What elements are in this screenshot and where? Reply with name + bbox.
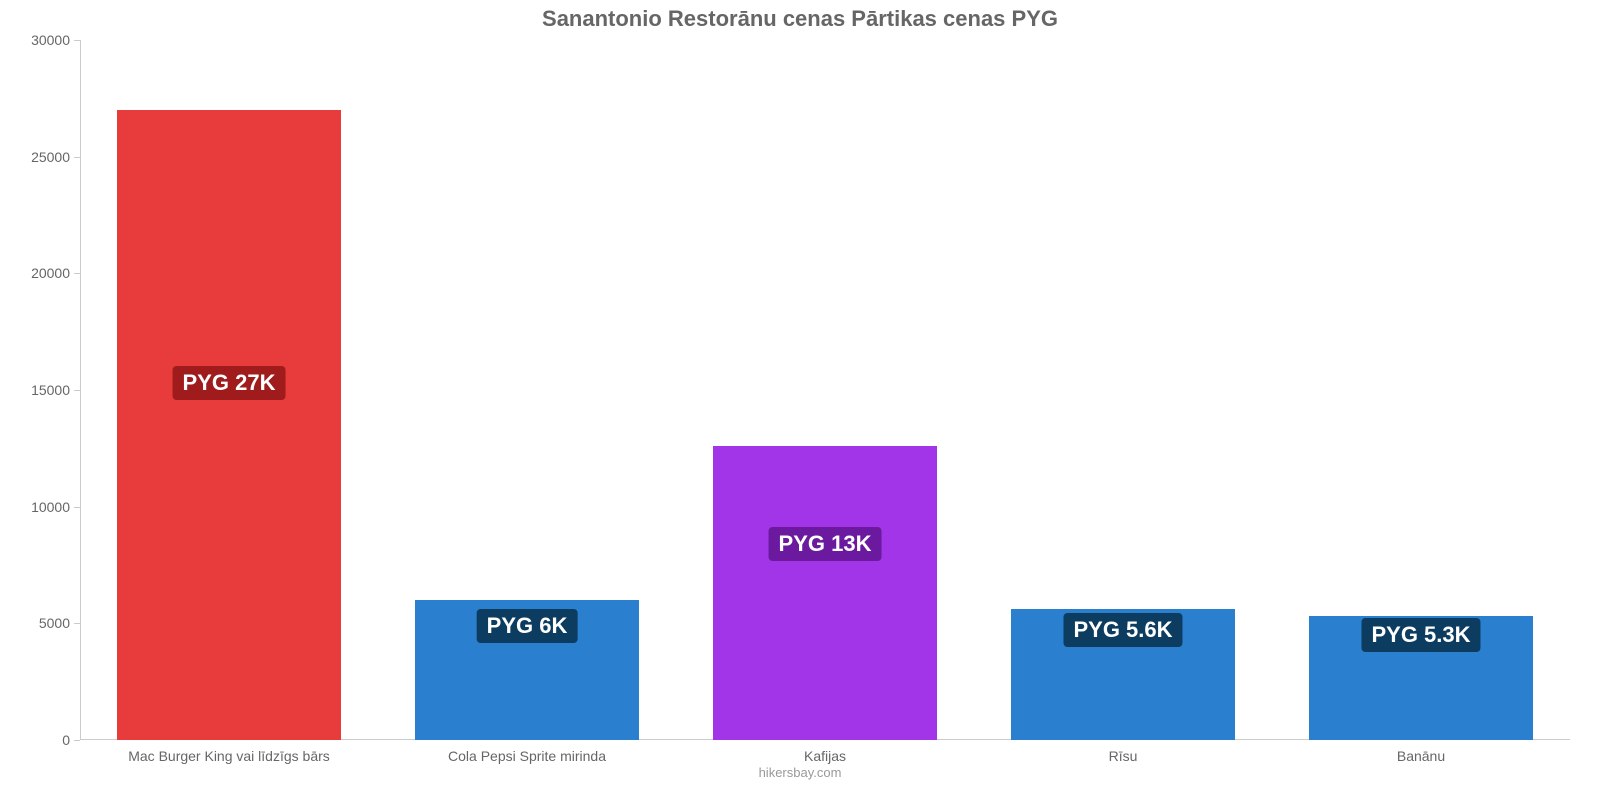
y-tick-label: 5000: [39, 615, 70, 631]
y-tick-label: 25000: [31, 149, 70, 165]
chart-area: 050001000015000200002500030000 Mac Burge…: [80, 40, 1570, 740]
bar: [117, 110, 341, 740]
plot-area: 050001000015000200002500030000 Mac Burge…: [80, 40, 1570, 740]
value-badge: PYG 6K: [477, 609, 578, 643]
credit-text: hikersbay.com: [759, 765, 842, 780]
value-badge: PYG 5.3K: [1361, 618, 1480, 652]
y-tick-mark: [74, 390, 80, 391]
y-tick-label: 15000: [31, 382, 70, 398]
x-category-label: Banānu: [1397, 748, 1445, 764]
y-tick-label: 10000: [31, 499, 70, 515]
y-tick-label: 30000: [31, 32, 70, 48]
bar: [713, 446, 937, 740]
x-category-label: Mac Burger King vai līdzīgs bārs: [128, 748, 330, 764]
y-tick-label: 0: [62, 732, 70, 748]
x-category-label: Rīsu: [1109, 748, 1138, 764]
y-tick-mark: [74, 157, 80, 158]
x-category-label: Cola Pepsi Sprite mirinda: [448, 748, 606, 764]
bars-container: [80, 40, 1570, 740]
y-tick-mark: [74, 623, 80, 624]
y-tick-label: 20000: [31, 265, 70, 281]
x-category-label: Kafijas: [804, 748, 846, 764]
y-tick-mark: [74, 273, 80, 274]
value-badge: PYG 13K: [769, 527, 882, 561]
value-badge: PYG 27K: [173, 366, 286, 400]
y-tick-mark: [74, 507, 80, 508]
value-badge: PYG 5.6K: [1063, 613, 1182, 647]
y-tick-mark: [74, 40, 80, 41]
y-tick-mark: [74, 740, 80, 741]
chart-title: Sanantonio Restorānu cenas Pārtikas cena…: [0, 0, 1600, 32]
